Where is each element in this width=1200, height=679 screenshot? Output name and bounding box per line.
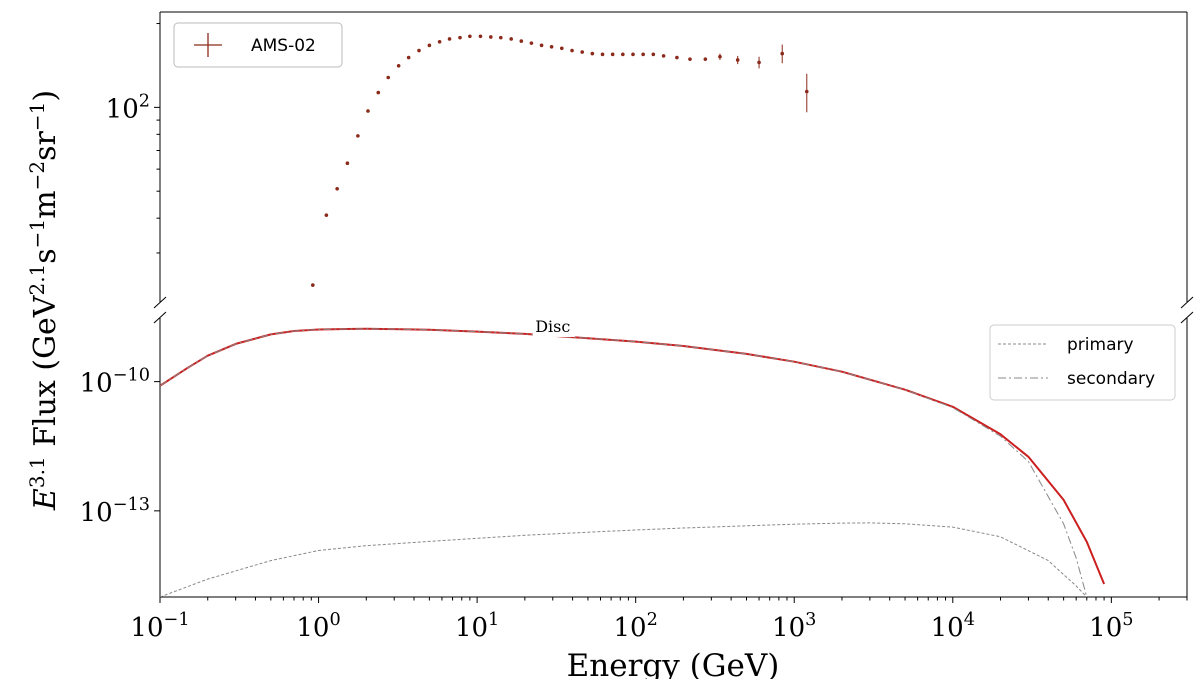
ams-point [549,44,554,49]
ams-point [396,64,401,68]
ams-point [366,109,370,113]
ams-point [780,51,785,56]
legend-bottom: primary secondary [989,324,1176,401]
ams-point [417,48,421,53]
ams-point [406,55,411,60]
ams-point [651,52,656,57]
ams-point [529,41,534,45]
ams-point [641,52,645,57]
ams-point [489,35,493,39]
ams-point [703,57,708,61]
x-axis-label: Energy (GeV) [567,648,780,679]
x-tick-label: 10−1 [130,610,189,643]
ams-point [509,37,513,41]
ams-point [600,52,605,57]
ams-point [386,75,391,80]
ams-point [356,134,360,138]
bottom-panel-series [160,327,1106,597]
ams-point [804,89,809,94]
ams-point [631,52,635,57]
ams-point [519,39,524,43]
ams-point [468,34,472,39]
ams-point [570,48,574,53]
series-line-primary [160,522,1088,597]
ams-point [311,283,315,287]
ams-point [376,90,381,95]
ams-point [324,213,329,217]
y-tick-label-bottom: 10−13 [80,495,150,528]
ams-point [580,50,585,54]
ams-point [590,51,595,56]
annotations: Disc [532,316,575,337]
ams-point [427,43,432,48]
ams-point [539,43,544,48]
ams-point [757,60,761,65]
x-tick-label: 101 [455,610,499,643]
ams-point [498,35,503,40]
ams-point [610,52,615,57]
break-mark-right-top [1180,296,1194,309]
ams-point [478,34,483,39]
top-panel-series [311,34,809,287]
x-tick-label: 100 [296,610,340,643]
x-tick-label: 104 [931,610,975,643]
ams-point [345,161,350,166]
x-tick-label: 103 [772,610,816,643]
ams-point [335,186,339,191]
ams-point [621,52,625,57]
ams-point [437,39,442,44]
series-line-total [160,327,1106,585]
y-tick-label-top: 102 [106,91,150,124]
series-line-secondary [160,328,1088,597]
y-axis-label: E3.1 Flux (GeV2.1s−1m−2sr−1) [25,90,63,511]
y-tick-label-bottom: 10−10 [80,366,150,399]
ams-point [458,35,462,40]
x-tick-label: 102 [614,610,658,643]
legend-secondary-label: secondary [1067,369,1155,389]
axes-frame [159,11,1188,598]
legend-primary-label: primary [1067,335,1134,355]
annotation-bg [532,316,575,337]
legend-bottom-frame [989,324,1176,401]
legend-top: AMS-02 [173,22,343,68]
break-mark-left-bottom [153,311,167,324]
break-mark-left-top [153,296,167,309]
ams-point [675,55,679,60]
ams-point [718,54,722,59]
legend-top-frame [173,22,343,68]
ams-point [447,37,452,41]
break-mark-right-bottom [1180,311,1194,324]
ams-point [661,54,666,58]
legend-ams-label: AMS-02 [251,36,316,56]
axis-break-marks [153,296,1194,324]
ams-point [735,58,740,62]
axis-ticks: 10−1 100 101 102 103 104 105 102 10−10 10−13 [80,23,1188,643]
x-tick-label: 105 [1089,610,1133,643]
ams-point [559,46,564,51]
ams-point [688,57,692,61]
annotation-disc: Disc [535,317,570,336]
